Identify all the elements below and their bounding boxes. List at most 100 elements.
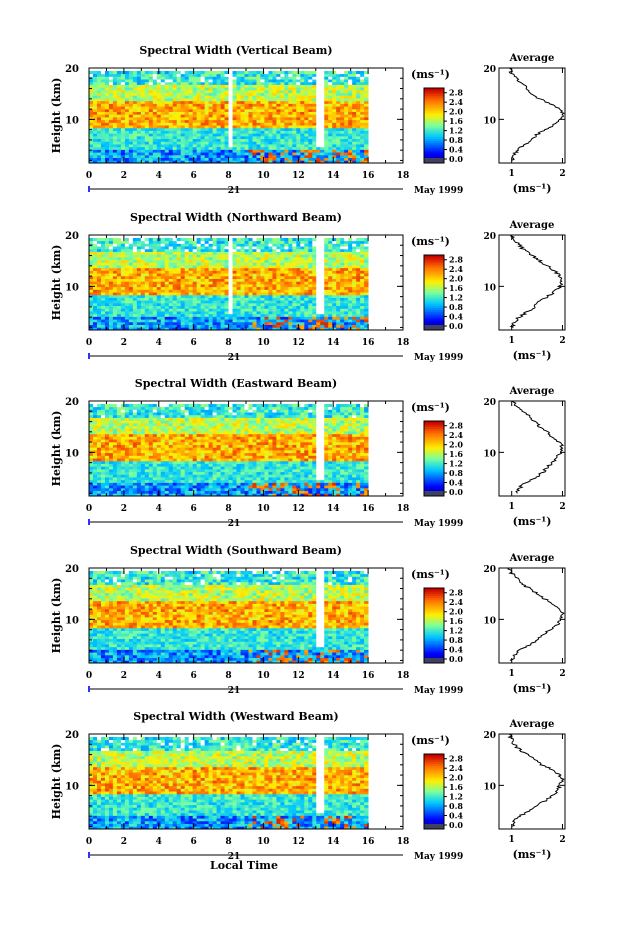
heatmap-cell: [184, 240, 190, 244]
heatmap-cell: [116, 100, 122, 104]
heatmap-cell: [176, 284, 182, 288]
heatmap-cell: [300, 144, 305, 148]
heatmap-cell: [132, 292, 138, 296]
heatmap-cell: [272, 76, 277, 80]
heatmap-cell: [284, 144, 289, 148]
heatmap-cell: [212, 106, 217, 110]
heatmap-cell: [324, 316, 329, 320]
heatmap-cell: [312, 251, 317, 255]
heatmap-cell: [89, 248, 94, 252]
heatmap-cell: [164, 289, 170, 293]
heatmap-cell: [136, 98, 142, 102]
heatmap-cell: [260, 246, 265, 250]
colorbar-step: [424, 119, 444, 123]
heatmap-cell: [284, 160, 289, 164]
heatmap-cell: [276, 278, 281, 282]
heatmap-cell: [200, 294, 206, 298]
heatmap-cell: [344, 92, 349, 96]
heatmap-cell: [112, 259, 118, 263]
heatmap-cell: [312, 248, 317, 252]
heatmap-cell: [288, 254, 293, 258]
heatmap-cell: [260, 92, 265, 96]
heatmap-cell: [124, 135, 130, 140]
heatmap-cell: [276, 321, 281, 325]
heatmap-cell: [336, 73, 341, 77]
heatmap-cell: [156, 300, 162, 304]
heatmap-cell: [256, 135, 261, 140]
heatmap-cell: [236, 133, 241, 137]
heatmap-cell: [216, 238, 221, 242]
heatmap-cell: [340, 100, 345, 104]
heatmap-cell: [240, 259, 245, 263]
heatmap-cell: [320, 154, 325, 158]
heatmap-cell: [264, 275, 269, 279]
heatmap-cell: [236, 141, 241, 145]
heatmap-cell: [196, 95, 202, 99]
heatmap-cell: [200, 117, 206, 121]
heatmap-cell: [232, 149, 237, 153]
heatmap-cell: [140, 259, 146, 263]
heatmap-cell: [328, 117, 333, 121]
heatmap-cell: [192, 87, 198, 91]
heatmap-cell: [128, 144, 134, 148]
heatmap-cell: [252, 251, 257, 255]
heatmap-cell: [272, 300, 277, 304]
heatmap-cell: [124, 108, 130, 112]
heatmap-cell: [284, 119, 289, 123]
heatmap-cell: [89, 117, 94, 121]
heatmap-cell: [276, 262, 281, 266]
heatmap-cell: [208, 152, 214, 156]
heatmap-cell: [160, 111, 166, 115]
heatmap-cell: [200, 98, 206, 102]
colorbar-step: [424, 110, 444, 113]
heatmap-cell: [300, 138, 305, 142]
heatmap-cell: [336, 103, 341, 107]
heatmap-cell: [336, 89, 341, 94]
heatmap-cell: [264, 149, 269, 153]
heatmap-cell: [236, 316, 241, 320]
heatmap-cell: [116, 92, 122, 96]
heatmap-cell: [236, 106, 241, 110]
heatmap-cell: [340, 270, 345, 274]
heatmap-cell: [272, 157, 277, 161]
heatmap-cell: [116, 251, 122, 255]
heatmap-cell: [208, 275, 214, 279]
heatmap-cell: [352, 278, 357, 282]
heatmap-cell: [152, 319, 158, 323]
heatmap-cell: [100, 254, 106, 258]
heatmap-cell: [188, 327, 194, 331]
heatmap-cell: [192, 141, 198, 145]
heatmap-cell: [344, 311, 349, 315]
heatmap-cell: [188, 125, 194, 129]
heatmap-cell: [120, 133, 126, 137]
heatmap-cell: [352, 262, 357, 266]
heatmap-cell: [89, 246, 94, 250]
heatmap-cell: [96, 278, 102, 282]
heatmap-cell: [292, 240, 297, 244]
heatmap-cell: [104, 160, 110, 164]
heatmap-cell: [100, 111, 106, 115]
heatmap-cell: [168, 259, 174, 263]
heatmap-cell: [344, 154, 349, 158]
heatmap-cell: [324, 122, 329, 126]
heatmap-cell: [264, 319, 269, 323]
heatmap-cell: [196, 154, 202, 158]
heatmap-cell: [272, 286, 277, 290]
heatmap-cell: [292, 286, 297, 290]
heatmap-cell: [108, 146, 114, 150]
heatmap-cell: [120, 154, 126, 158]
heatmap-cell: [184, 256, 190, 261]
heatmap-cell: [116, 84, 122, 88]
heatmap-cell: [288, 308, 293, 312]
heatmap-cell: [244, 135, 249, 140]
heatmap-cell: [136, 95, 142, 99]
heatmap-cell: [164, 324, 170, 328]
heatmap-cell: [336, 275, 341, 279]
heatmap-cell: [188, 273, 194, 277]
heatmap: [89, 238, 369, 331]
heatmap-cell: [104, 130, 110, 134]
heatmap-cell: [204, 240, 210, 244]
heatmap-cell: [344, 103, 349, 107]
heatmap-cell: [120, 327, 126, 331]
heatmap-cell: [328, 79, 333, 83]
